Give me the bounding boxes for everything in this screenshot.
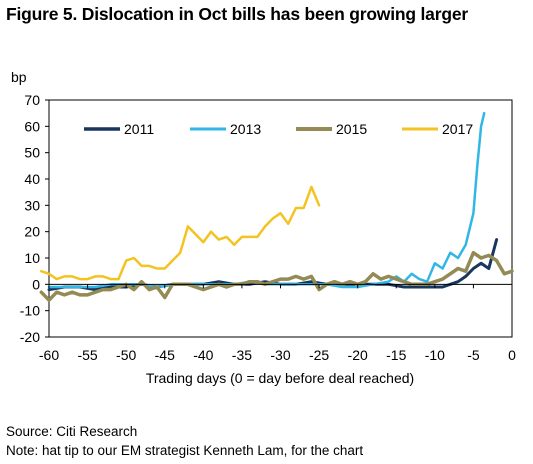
series-line-2013 <box>49 113 484 287</box>
y-tick-label: 70 <box>24 92 40 108</box>
footnote: Note: hat tip to our EM strategist Kenne… <box>6 443 363 458</box>
legend-label-2011: 2011 <box>124 121 154 137</box>
x-tick-label: -60 <box>39 347 59 363</box>
legend-label-2017: 2017 <box>442 121 473 137</box>
source-note: Source: Citi Research <box>6 424 137 439</box>
x-tick-label: -55 <box>77 347 97 363</box>
series-line-2015 <box>41 253 512 300</box>
y-tick-label: -10 <box>20 303 40 319</box>
x-tick-label: -50 <box>116 347 136 363</box>
x-tick-label: -25 <box>309 347 329 363</box>
y-axis-label: bp <box>11 69 27 85</box>
y-tick-label: 0 <box>32 276 40 292</box>
y-tick-label: 40 <box>24 171 40 187</box>
y-tick-label: -20 <box>20 329 40 345</box>
x-tick-label: -15 <box>386 347 406 363</box>
y-tick-label: 10 <box>24 250 40 266</box>
x-tick-label: -5 <box>467 347 480 363</box>
y-tick-label: 30 <box>24 197 40 213</box>
x-tick-label: 0 <box>508 347 516 363</box>
x-tick-label: -20 <box>348 347 368 363</box>
legend-label-2013: 2013 <box>230 121 261 137</box>
y-tick-label: 60 <box>24 118 40 134</box>
x-tick-label: -35 <box>232 347 252 363</box>
legend: 2011 2013 2015 2017 <box>84 121 473 137</box>
x-tick-label: -10 <box>425 347 445 363</box>
series-layer <box>41 113 512 300</box>
line-chart: bp -60 -55 -50 -45 -40 -35 -30 -25 -20 -15 -10 -5 07… <box>0 0 533 420</box>
y-tick-label: 50 <box>24 145 40 161</box>
legend-label-2015: 2015 <box>336 121 367 137</box>
x-tick-label: -45 <box>155 347 175 363</box>
x-tick-label: -30 <box>270 347 290 363</box>
x-axis-label: Trading days (0 = day before deal reache… <box>146 370 414 386</box>
y-tick-label: 20 <box>24 224 40 240</box>
series-line-2017 <box>41 187 319 279</box>
x-tick-label: -40 <box>193 347 213 363</box>
